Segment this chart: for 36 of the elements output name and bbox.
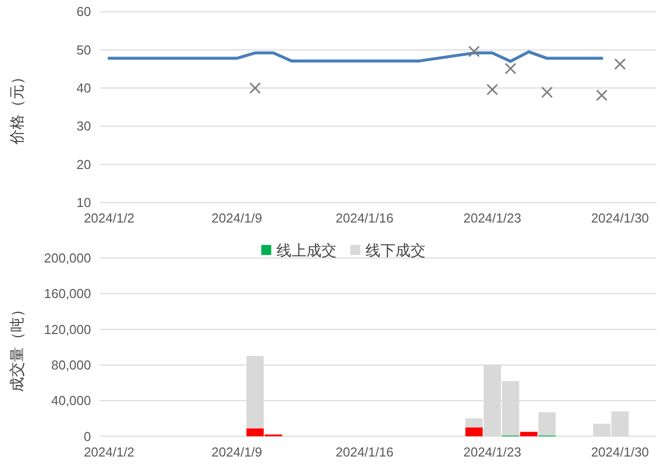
x-tick-label: 2024/1/30 — [591, 444, 649, 460]
y-tick-label: 10 — [76, 195, 91, 210]
y-axis-title: 价格（元） — [9, 70, 26, 146]
y-tick-label: 160,000 — [44, 286, 91, 302]
point — [486, 84, 498, 96]
y-axis-title: 成交量（吨） — [9, 302, 26, 392]
point — [504, 62, 516, 74]
x-tick-label: 2024/1/16 — [336, 210, 394, 226]
x-tick-label: 2024/1/9 — [212, 210, 262, 226]
y-tick-label: 50 — [76, 42, 91, 58]
x-tick-label: 2024/1/30 — [591, 210, 649, 226]
point — [541, 86, 553, 98]
legend-label: 线上成交 — [276, 242, 336, 260]
x-tick-label: 2024/1/23 — [463, 210, 522, 226]
legend-label: 线下成交 — [365, 242, 426, 260]
point — [596, 90, 608, 102]
y-tick-label: 80,000 — [51, 357, 91, 372]
x-tick-label: 2024/1/2 — [84, 210, 134, 226]
y-tick-label: 60 — [76, 4, 91, 20]
y-tick-label: 0 — [84, 428, 91, 444]
y-tick-label: 20 — [76, 156, 91, 172]
x-tick-label: 2024/1/2 — [84, 444, 134, 460]
line-series — [108, 50, 604, 63]
bar — [465, 427, 483, 436]
y-tick-label: 40,000 — [51, 393, 91, 408]
x-tick-label: 2024/1/9 — [212, 444, 262, 460]
point — [614, 58, 626, 70]
y-tick-label: 40 — [76, 80, 91, 96]
point — [468, 46, 480, 58]
y-tick-label: 30 — [76, 118, 91, 134]
bar — [520, 432, 538, 436]
point — [249, 82, 261, 94]
y-tick-label: 200,000 — [44, 250, 91, 266]
y-tick-label: 120,000 — [44, 322, 91, 337]
x-tick-label: 2024/1/23 — [463, 444, 522, 460]
x-tick-label: 2024/1/16 — [336, 444, 394, 460]
